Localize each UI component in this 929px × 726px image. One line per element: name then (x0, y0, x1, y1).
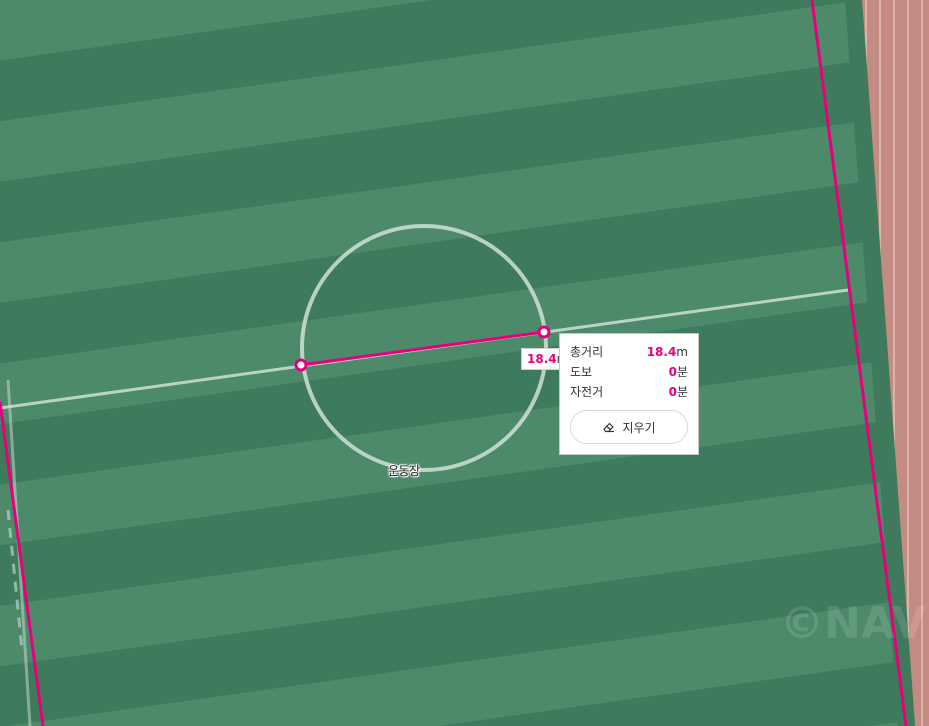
area-boundary-left (0, 401, 45, 726)
measure-point-end[interactable] (537, 325, 551, 339)
segment-distance-value: 18.4 (527, 352, 557, 366)
bike-time-value: 0 (668, 385, 677, 399)
measure-line (300, 330, 545, 367)
total-distance-value: 18.4 (646, 345, 677, 359)
bike-time-row: 자전거 0분 (570, 382, 688, 402)
eraser-icon (603, 422, 615, 433)
erase-button[interactable]: 지우기 (570, 410, 688, 444)
total-distance-row: 총거리 18.4m (570, 342, 688, 362)
walk-time-value: 0 (668, 365, 677, 379)
bike-time-label: 자전거 (570, 385, 604, 399)
measure-point-start[interactable] (294, 358, 308, 372)
dashed-marking (6, 509, 24, 651)
bike-time-unit: 분 (676, 385, 688, 399)
erase-button-label: 지우기 (622, 420, 656, 435)
map-watermark: ©NAVER (780, 598, 929, 649)
walk-time-row: 도보 0분 (570, 362, 688, 382)
walk-time-unit: 분 (676, 365, 688, 379)
running-track (862, 0, 929, 726)
total-distance-unit: m (676, 345, 688, 359)
field-edge (845, 0, 915, 726)
area-boundary-right (810, 0, 908, 726)
place-label[interactable]: 운동장 (388, 464, 420, 478)
walk-time-label: 도보 (570, 365, 593, 379)
total-distance-label: 총거리 (570, 345, 604, 359)
measure-info-box: 총거리 18.4m 도보 0분 자전거 0분 지우기 (559, 333, 699, 455)
